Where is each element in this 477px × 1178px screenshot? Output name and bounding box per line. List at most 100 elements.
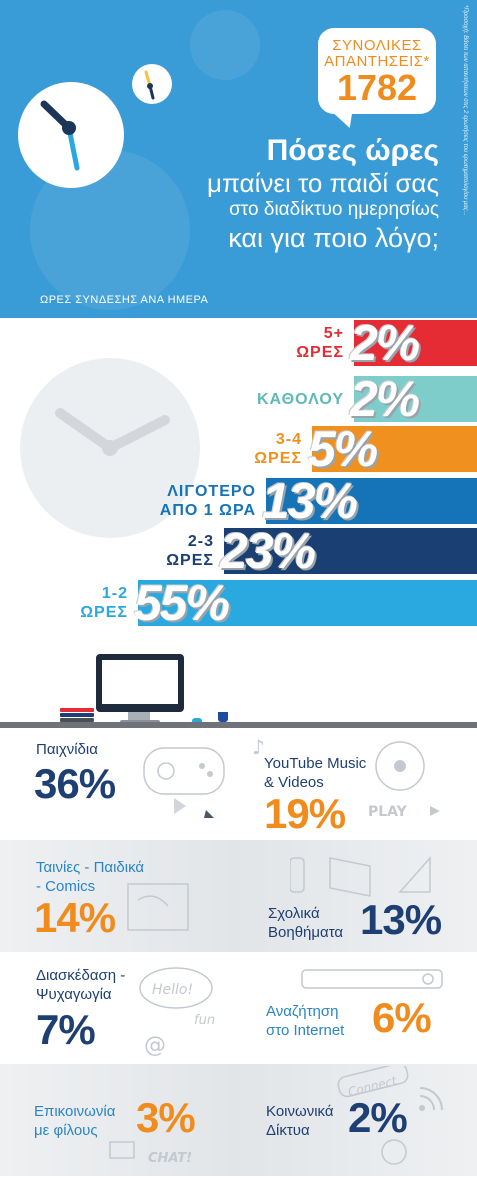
books-icon — [60, 708, 94, 722]
music-disc-sketch-icon: ♪ PLAY — [252, 735, 440, 820]
play-sketch-text: PLAY — [368, 804, 408, 820]
total-responses-label: ΑΠΑΝΤΗΣΕΙΣ* — [324, 53, 430, 70]
footnote: *Προσοχή: Βάσει των απαντήσεων στις 2 ερ… — [462, 5, 468, 216]
bar-value-label: 55% — [134, 575, 230, 631]
total-responses-bubble: ΣΥΝΟΛΙΚΕΣ ΑΠΑΝΤΗΣΕΙΣ* 1782 — [318, 28, 436, 114]
activity-label-line: Επικοινωνία — [34, 1103, 116, 1120]
activity-label-line: Ψυχαγωγία — [36, 986, 112, 1003]
bar-category-label: ΚΑΘΟΛΟΥ — [257, 390, 344, 409]
gamepad-sketch-icon — [143, 747, 225, 818]
speech-bubble-sketch-icon: Hello! fun @ — [139, 967, 215, 1058]
total-responses-label: ΣΥΝΟΛΙΚΕΣ — [332, 37, 422, 54]
bar-row: 3-4 ΩΡΕΣ 5% — [0, 424, 477, 474]
activity-value-search: 6% — [372, 994, 432, 1041]
activity-label-search: Αναζήτηση στο Internet — [266, 1002, 344, 1040]
bar-value-label: 13% — [262, 473, 358, 529]
bar-value-label: 2% — [350, 371, 420, 427]
chart-background-clock — [20, 358, 200, 538]
activity-value-movies: 14% — [34, 894, 116, 941]
hours-bar-chart: 5+ ΩΡΕΣ 2% ΚΑΘΟΛΟΥ 2% 3-4 ΩΡΕΣ 5% ΛΙΓΟΤΕΡΟ ΑΠΟ 1 … — [0, 318, 477, 658]
activity-label-social: Κοινωνικά Δίκτυα — [266, 1102, 334, 1140]
clock-hands-icon — [40, 70, 155, 171]
bar-category-line: ΩΡΕΣ — [254, 450, 302, 467]
activity-label-line: YouTube Music — [264, 755, 367, 772]
mouse-icon — [192, 718, 202, 723]
hello-sketch-text: Hello! — [152, 982, 193, 998]
bar-row: 2-3 ΩΡΕΣ 23% — [0, 526, 477, 576]
bar — [266, 478, 477, 524]
activity-value-social: 2% — [348, 1094, 408, 1141]
header-banner: ΣΥΝΟΛΙΚΕΣ ΑΠΑΝΤΗΣΕΙΣ* 1782 Πόσες ώρες μπ… — [0, 0, 477, 318]
bar-row: ΛΙΓΟΤΕΡΟ ΑΠΟ 1 ΩΡΑ 13% — [0, 476, 477, 526]
bar — [354, 376, 477, 422]
activity-label-movies: Ταινίες - Παιδικά - Comics — [36, 858, 144, 896]
activity-row: Ταινίες - Παιδικά - Comics 14% Σχολικά Β… — [0, 840, 477, 952]
bar-value-label: 5% — [308, 421, 378, 477]
bar-category-line: 3-4 — [275, 431, 302, 448]
activity-label-line: Σχολικά — [268, 905, 320, 922]
activity-label-line: Βοηθήματα — [268, 924, 344, 941]
activity-label-friends: Επικοινωνία με φίλους — [34, 1102, 115, 1140]
title-line: στο διαδίκτυο ημερησίως — [229, 199, 439, 220]
activity-label-line: & Videos — [264, 774, 324, 791]
bar-row: 5+ ΩΡΕΣ 2% — [0, 318, 477, 368]
activity-label-youtube: YouTube Music & Videos — [264, 754, 366, 792]
activity-row: Επικοινωνία με φίλους 3% CHAT! Κοινωνικά… — [0, 1064, 477, 1176]
bar — [138, 580, 477, 626]
chat-sketch-icon: CHAT! — [109, 1141, 192, 1166]
bar-category-label: 2-3 ΩΡΕΣ — [166, 532, 214, 570]
bar-category-line: ΩΡΕΣ — [80, 604, 128, 621]
desk-shelf — [0, 722, 477, 728]
monitor-icon — [96, 654, 184, 712]
bar-category-label: 5+ ΩΡΕΣ — [296, 324, 344, 362]
bar-value-label: 2% — [350, 315, 420, 371]
activity-row: Διασκέδαση - Ψυχαγωγία 7% Hello! fun @ Α… — [0, 952, 477, 1064]
connect-sketch-text: Connect — [347, 1073, 400, 1099]
bar-category-line: 2-3 — [187, 533, 214, 550]
activity-label-line: με φίλους — [34, 1122, 98, 1139]
bar-category-line: ΛΙΓΟΤΕΡΟ — [167, 483, 256, 500]
activity-value-fun: 7% — [36, 1006, 96, 1053]
cup-icon — [218, 712, 228, 722]
bar-category-line: 5+ — [323, 325, 344, 342]
bar-category-line: ΩΡΕΣ — [296, 344, 344, 361]
svg-text:♪: ♪ — [252, 735, 265, 759]
bar-category-label: ΛΙΓΟΤΕΡΟ ΑΠΟ 1 ΩΡΑ — [160, 482, 256, 520]
fun-sketch-text: fun — [194, 1013, 215, 1028]
bar-category-label: 1-2 ΩΡΕΣ — [80, 584, 128, 622]
network-sketch-icon: Connect — [337, 1066, 443, 1165]
activity-label-line: Κοινωνικά — [266, 1103, 334, 1120]
bar-category-line: 1-2 — [101, 585, 128, 602]
activity-label-line: Διασκέδαση - — [36, 967, 126, 984]
section-label: ΩΡΕΣ ΣΥΝΔΕΣΗΣ ΑΝΑ ΗΜΕΡΑ — [40, 294, 209, 306]
bar-category-line: ΚΑΘΟΛΟΥ — [256, 391, 344, 408]
activity-label-line: - Comics — [36, 878, 96, 895]
bar-row: 1-2 ΩΡΕΣ 55% — [0, 578, 477, 628]
book-sketch-icon — [290, 856, 431, 897]
bar-category-line: ΑΠΟ 1 ΩΡΑ — [159, 502, 256, 519]
title-line: Πόσες ώρες — [266, 134, 439, 167]
desk-illustration — [0, 650, 477, 730]
title-line: και για ποιο λόγο; — [228, 223, 439, 253]
activity-value-games: 36% — [34, 760, 116, 807]
activity-label-fun: Διασκέδαση - Ψυχαγωγία — [36, 966, 125, 1004]
activity-label-games: Παιχνίδια — [36, 741, 98, 758]
activity-label-line: Δίκτυα — [266, 1122, 310, 1139]
chat-sketch-text: CHAT! — [148, 1151, 192, 1166]
activity-label-line: στο Internet — [266, 1022, 345, 1039]
activity-value-school: 13% — [360, 896, 442, 943]
monitor-stand — [128, 712, 150, 722]
activity-value-friends: 3% — [136, 1094, 196, 1141]
bar — [312, 426, 477, 472]
activity-row: Παιχνίδια 36% YouTube Music & Videos 19%… — [0, 728, 477, 840]
bar-category-line: ΩΡΕΣ — [166, 552, 214, 569]
page-title: Πόσες ώρες μπαίνει το παιδί σας στο διαδ… — [139, 134, 439, 254]
bar — [354, 320, 477, 366]
at-sketch-text: @ — [144, 1033, 166, 1058]
background-clock-shape — [190, 10, 260, 80]
total-responses-value: 1782 — [336, 67, 418, 108]
activity-label-line: Ταινίες - Παιδικά — [36, 859, 145, 876]
film-sketch-icon — [127, 883, 189, 931]
bar-category-label: 3-4 ΩΡΕΣ — [254, 430, 302, 468]
bar — [224, 528, 477, 574]
